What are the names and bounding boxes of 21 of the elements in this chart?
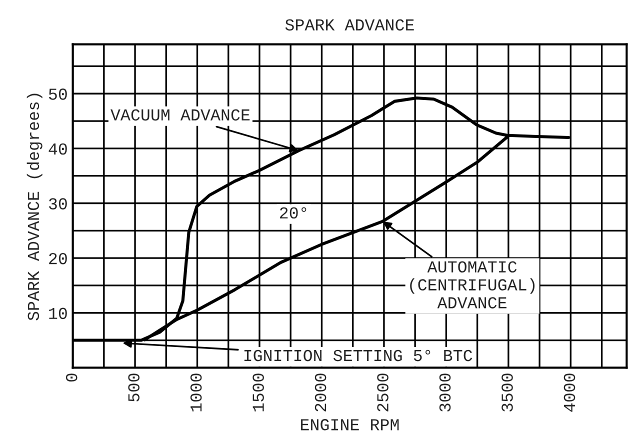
y-tick-label: 50 bbox=[48, 88, 67, 100]
x-tick-label: 2000 bbox=[314, 374, 326, 412]
x-tick-label: 4000 bbox=[564, 374, 576, 412]
x-axis-title: ENGINE RPM bbox=[301, 419, 399, 430]
x-tick-label: 3500 bbox=[502, 374, 513, 412]
chart-title: SPARK ADVANCE bbox=[285, 19, 414, 31]
annotation: 20° bbox=[280, 207, 306, 219]
y-tick-label: 30 bbox=[48, 198, 67, 210]
x-tick-label: 0 bbox=[66, 374, 78, 382]
annotation: AUTOMATIC (CENTRIFUGAL) ADVANCE bbox=[410, 261, 535, 308]
y-tick-label: 20 bbox=[49, 252, 67, 264]
y-tick-label: 10 bbox=[49, 308, 67, 320]
y-axis-title: SPARK ADVANCE (degrees) bbox=[26, 94, 42, 320]
annotation: IGNITION SETTING 5° BTC bbox=[244, 350, 472, 362]
x-tick-label: 3000 bbox=[439, 374, 451, 412]
x-tick-label: 2500 bbox=[377, 374, 388, 412]
x-tick-label: 1000 bbox=[190, 374, 202, 412]
annotation: VACUUM ADVANCE bbox=[110, 109, 250, 121]
y-tick-label: 40 bbox=[48, 143, 67, 155]
x-tick-label: 1500 bbox=[252, 374, 264, 412]
x-tick-label: 500 bbox=[128, 374, 140, 402]
